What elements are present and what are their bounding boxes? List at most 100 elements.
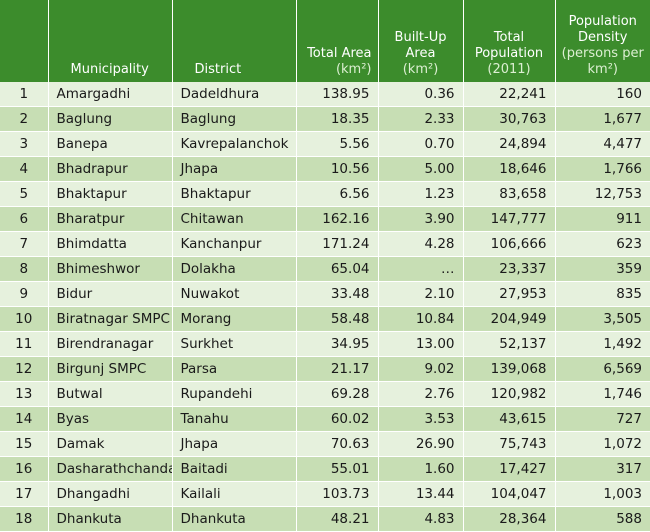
built-up-area-cell: 5.00 — [378, 156, 464, 182]
header-built-up-label: Built-Up Area — [394, 30, 447, 61]
table-row: 9 Bidur Nuwakot 33.48 2.10 27,953 835 — [0, 281, 650, 307]
built-up-area-cell: 3.53 — [378, 406, 464, 432]
municipality-cell: Bhadrapur — [48, 156, 173, 182]
row-number: 10 — [0, 306, 49, 332]
built-up-area-cell: 9.02 — [378, 356, 464, 382]
population-cell: 106,666 — [463, 231, 556, 257]
district-cell: Jhapa — [172, 156, 297, 182]
density-cell: 727 — [555, 406, 650, 432]
district-cell: Kanchanpur — [172, 231, 297, 257]
built-up-area-cell: 13.44 — [378, 481, 464, 507]
header-built-up-unit: (km²) — [402, 62, 439, 77]
municipality-cell: Byas — [48, 406, 173, 432]
built-up-area-cell: 26.90 — [378, 431, 464, 457]
row-number: 13 — [0, 381, 49, 407]
header-total-area: Total Area (km²) — [296, 0, 379, 82]
table-row: 10 Biratnagar SMPC Morang 58.48 10.84 204,949… — [0, 306, 650, 332]
built-up-area-cell: 1.60 — [378, 456, 464, 482]
district-cell: Dolakha — [172, 256, 297, 282]
total-area-cell: 34.95 — [296, 331, 379, 357]
table-header: Municipality District Total Area (km²) B… — [0, 0, 650, 82]
district-cell: Dadeldhura — [172, 82, 297, 107]
density-cell: 317 — [555, 456, 650, 482]
header-population-label: Total Population — [474, 30, 544, 61]
total-area-cell: 5.56 — [296, 131, 379, 157]
table-row: 12 Birgunj SMPC Parsa 21.17 9.02 139,068 6,569 — [0, 356, 650, 382]
total-area-cell: 60.02 — [296, 406, 379, 432]
built-up-area-cell: 0.36 — [378, 82, 464, 107]
total-area-cell: 171.24 — [296, 231, 379, 257]
municipality-cell: Bhimeshwor — [48, 256, 173, 282]
total-area-cell: 6.56 — [296, 181, 379, 207]
table-row: 18 Dhankuta Dhankuta 48.21 4.83 28,364 588 — [0, 506, 650, 532]
table-row: 17 Dhangadhi Kailali 103.73 13.44 104,047 1,00… — [0, 481, 650, 507]
density-cell: 3,505 — [555, 306, 650, 332]
density-cell: 359 — [555, 256, 650, 282]
table-row: 3 Banepa Kavrepalanchok 5.56 0.70 24,894 4,477 — [0, 131, 650, 157]
district-cell: Dhankuta — [172, 506, 297, 532]
total-area-cell: 65.04 — [296, 256, 379, 282]
municipality-cell: Amargadhi — [48, 82, 173, 107]
row-number: 7 — [0, 231, 49, 257]
population-cell: 22,241 — [463, 82, 556, 107]
density-cell: 1,746 — [555, 381, 650, 407]
table-row: 8 Bhimeshwor Dolakha 65.04… 23,337 359 — [0, 256, 650, 282]
population-cell: 147,777 — [463, 206, 556, 232]
row-number: 9 — [0, 281, 49, 307]
density-cell: 623 — [555, 231, 650, 257]
district-cell: Baitadi — [172, 456, 297, 482]
total-area-cell: 69.28 — [296, 381, 379, 407]
row-number: 2 — [0, 106, 49, 132]
built-up-area-cell: … — [378, 256, 464, 282]
municipality-cell: Biratnagar SMPC — [48, 306, 173, 332]
row-number: 3 — [0, 131, 49, 157]
population-cell: 27,953 — [463, 281, 556, 307]
district-cell: Morang — [172, 306, 297, 332]
table-row: 13 Butwal Rupandehi 69.28 2.76 120,982 1,746 — [0, 381, 650, 407]
header-built-up-area: Built-Up Area (km²) — [378, 0, 464, 82]
municipality-cell: Baglung — [48, 106, 173, 132]
population-cell: 28,364 — [463, 506, 556, 532]
population-cell: 75,743 — [463, 431, 556, 457]
row-number: 8 — [0, 256, 49, 282]
municipality-cell: Birendranagar — [48, 331, 173, 357]
row-number: 16 — [0, 456, 49, 482]
total-area-cell: 33.48 — [296, 281, 379, 307]
density-cell: 6,569 — [555, 356, 650, 382]
built-up-area-cell: 4.28 — [378, 231, 464, 257]
built-up-area-cell: 2.76 — [378, 381, 464, 407]
district-cell: Kavrepalanchok — [172, 131, 297, 157]
total-area-cell: 18.35 — [296, 106, 379, 132]
density-cell: 1,677 — [555, 106, 650, 132]
density-cell: 1,492 — [555, 331, 650, 357]
header-municipality: Municipality — [48, 0, 173, 82]
table-row: 1 Amargadhi Dadeldhura 138.95 0.36 22,241 160 — [0, 82, 650, 107]
built-up-area-cell: 10.84 — [378, 306, 464, 332]
density-cell: 835 — [555, 281, 650, 307]
header-population-unit: (2011) — [487, 62, 531, 77]
built-up-area-cell: 13.00 — [378, 331, 464, 357]
municipality-cell: Bharatpur — [48, 206, 173, 232]
population-cell: 52,137 — [463, 331, 556, 357]
header-total-area-label: Total Area — [307, 46, 372, 61]
district-cell: Baglung — [172, 106, 297, 132]
row-number: 4 — [0, 156, 49, 182]
municipality-cell: Dhankuta — [48, 506, 173, 532]
total-area-cell: 55.01 — [296, 456, 379, 482]
district-cell: Surkhet — [172, 331, 297, 357]
row-number: 1 — [0, 82, 49, 107]
table-row: 5 Bhaktapur Bhaktapur 6.56 1.23 83,658 12,753 — [0, 181, 650, 207]
row-number: 15 — [0, 431, 49, 457]
built-up-area-cell: 2.33 — [378, 106, 464, 132]
district-cell: Bhaktapur — [172, 181, 297, 207]
table-row: 15 Damak Jhapa 70.63 26.90 75,743 1,072 — [0, 431, 650, 457]
population-cell: 43,615 — [463, 406, 556, 432]
row-number: 6 — [0, 206, 49, 232]
table-row: 16 Dasharathchanda Baitadi 55.01 1.60 17,427 3… — [0, 456, 650, 482]
population-cell: 104,047 — [463, 481, 556, 507]
header-population-density: Population Density (persons per km²) — [555, 0, 650, 82]
header-total-population: Total Population (2011) — [463, 0, 556, 82]
built-up-area-cell: 0.70 — [378, 131, 464, 157]
row-number: 12 — [0, 356, 49, 382]
header-total-area-unit: (km²) — [335, 62, 372, 77]
